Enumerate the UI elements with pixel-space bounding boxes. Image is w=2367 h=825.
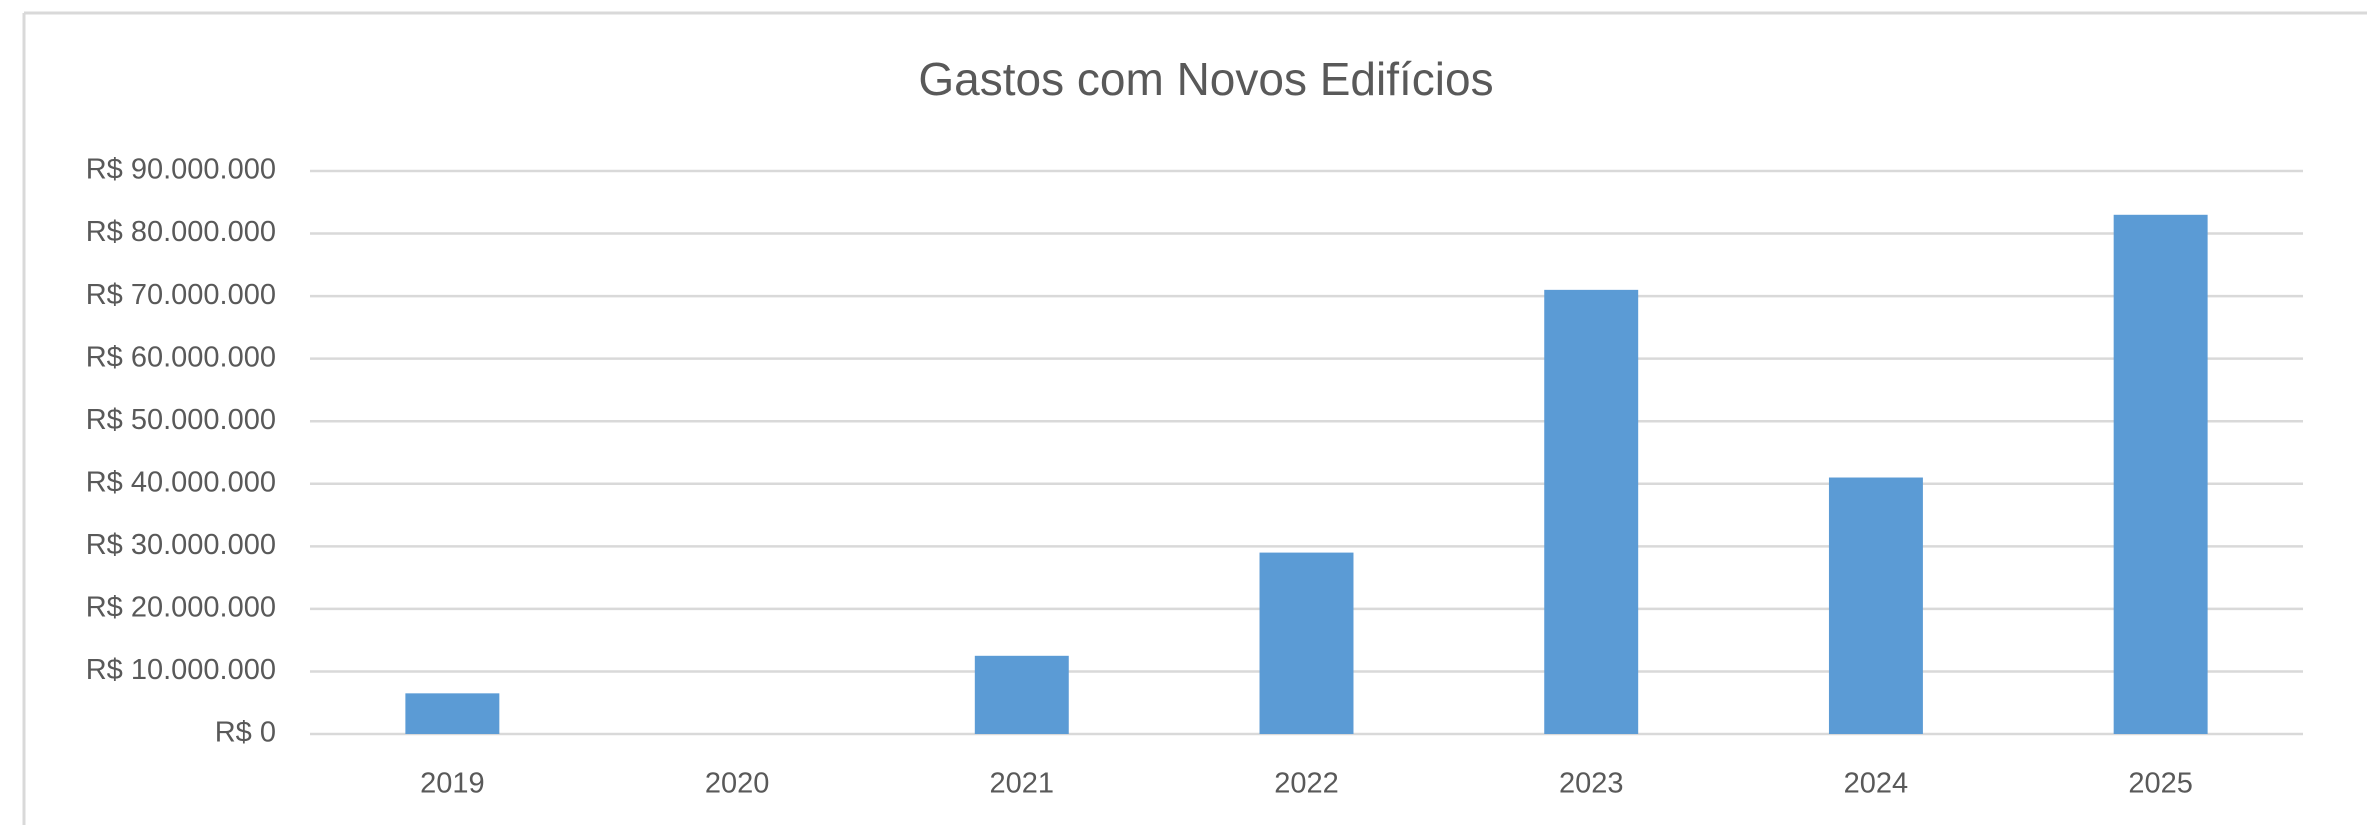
y-tick-label: R$ 20.000.000 [86, 592, 276, 624]
x-tick-label: 2025 [2128, 768, 2193, 800]
bar [1544, 289, 1639, 734]
x-tick-label: 2020 [705, 768, 770, 800]
bar [2113, 214, 2208, 735]
bar [1828, 477, 1923, 734]
y-tick-label: R$ 90.000.000 [86, 154, 276, 186]
chart-title: Gastos com Novos Edifícios [918, 53, 1493, 105]
y-tick-label: R$ 60.000.000 [86, 341, 276, 373]
y-tick-label: R$ 30.000.000 [86, 529, 276, 561]
x-tick-label: 2024 [1844, 768, 1909, 800]
y-tick-label: R$ 80.000.000 [86, 216, 276, 248]
y-tick-label: R$ 70.000.000 [86, 279, 276, 311]
y-tick-label: R$ 0 [215, 717, 276, 749]
x-tick-label: 2022 [1274, 768, 1339, 800]
y-tick-label: R$ 50.000.000 [86, 404, 276, 436]
bar [974, 655, 1069, 734]
bar [405, 693, 500, 734]
x-tick-label: 2023 [1559, 768, 1624, 800]
x-tick-label: 2021 [990, 768, 1055, 800]
y-tick-label: R$ 40.000.000 [86, 466, 276, 498]
y-tick-label: R$ 10.000.000 [86, 654, 276, 686]
x-tick-label: 2019 [420, 768, 485, 800]
bar [1259, 552, 1354, 734]
